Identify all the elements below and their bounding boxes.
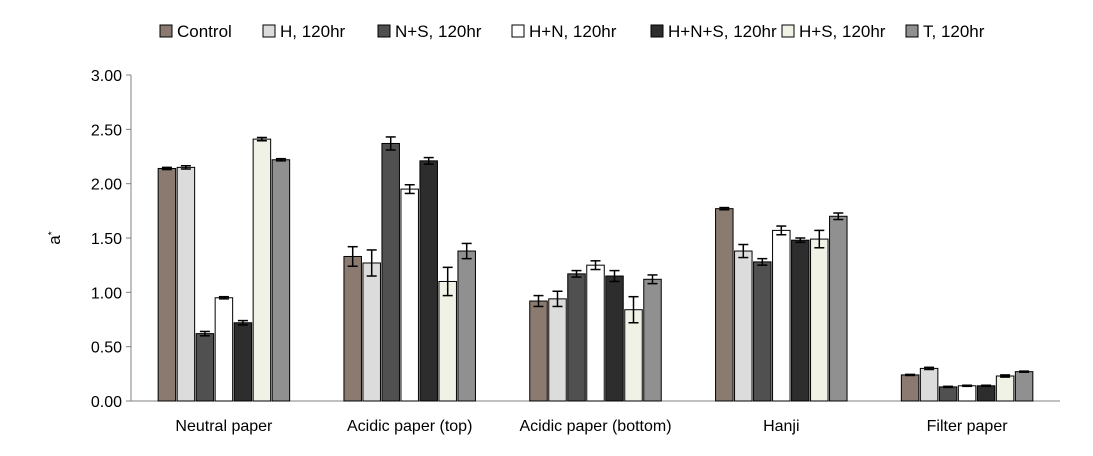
y-tick-label: 2.00 (91, 177, 122, 194)
bar (715, 208, 734, 402)
y-tick-label: 3.00 (91, 68, 122, 85)
legend-label: H+N+S, 120hr (668, 22, 777, 41)
bar (233, 322, 253, 402)
bar (176, 166, 196, 402)
bar (157, 167, 177, 402)
x-category-label: Hanji (763, 418, 799, 435)
y-tick-label: 0.50 (91, 340, 122, 357)
bar (605, 275, 624, 402)
error-bars (161, 136, 1030, 389)
bar (214, 297, 234, 402)
bar (810, 238, 829, 402)
legend-label: H+S, 120hr (799, 22, 886, 41)
legend-swatch (511, 24, 525, 38)
bar (938, 386, 958, 402)
legend: Control H, 120hr N+S, 120hr H+N, 120hr H+N+S… (159, 22, 985, 41)
bar (643, 278, 662, 402)
bar (976, 385, 996, 402)
bar (252, 138, 272, 402)
bar (791, 239, 810, 402)
legend-label: T, 120hr (923, 22, 985, 41)
bar (919, 367, 939, 402)
y-tick-label: 2.50 (91, 122, 122, 139)
legend-label: H+N, 120hr (529, 22, 617, 41)
bar (419, 160, 438, 402)
bar (362, 262, 381, 402)
y-axis-label: a* (45, 231, 64, 244)
bar (195, 333, 215, 402)
bar (271, 159, 291, 402)
category-labels: Neutral paper Acidic paper (top) Acidic pa… (175, 418, 1008, 435)
bar (529, 300, 548, 402)
bar (586, 264, 605, 402)
bars (157, 138, 1034, 402)
legend-swatch (377, 24, 391, 38)
legend-label: H, 120hr (280, 22, 346, 41)
legend-swatch (905, 24, 919, 38)
bar (381, 142, 400, 402)
bar (957, 385, 977, 402)
bar (400, 188, 419, 402)
y-tick-label: 0.00 (91, 394, 122, 411)
bar (900, 374, 920, 402)
bar (343, 255, 362, 402)
legend-label: N+S, 120hr (395, 22, 482, 41)
x-category-label: Neutral paper (175, 418, 273, 435)
legend-swatch (781, 24, 795, 38)
y-tick-label: 1.00 (91, 285, 122, 302)
legend-swatch (650, 24, 664, 38)
bar (734, 250, 753, 402)
bar (995, 375, 1015, 402)
bar (772, 229, 791, 402)
bar (548, 298, 567, 402)
bar (753, 261, 772, 402)
bar (829, 215, 848, 402)
bar (457, 250, 476, 402)
legend-label: Control (177, 22, 232, 41)
bar (1014, 371, 1034, 402)
legend-swatch (262, 24, 276, 38)
x-category-label: Filter paper (927, 418, 1009, 435)
x-category-label: Acidic paper (top) (347, 418, 472, 435)
legend-swatch (159, 24, 173, 38)
bar (567, 273, 586, 402)
y-tick-label: 1.50 (91, 231, 122, 248)
bar (438, 280, 457, 402)
x-category-label: Acidic paper (bottom) (519, 418, 671, 435)
